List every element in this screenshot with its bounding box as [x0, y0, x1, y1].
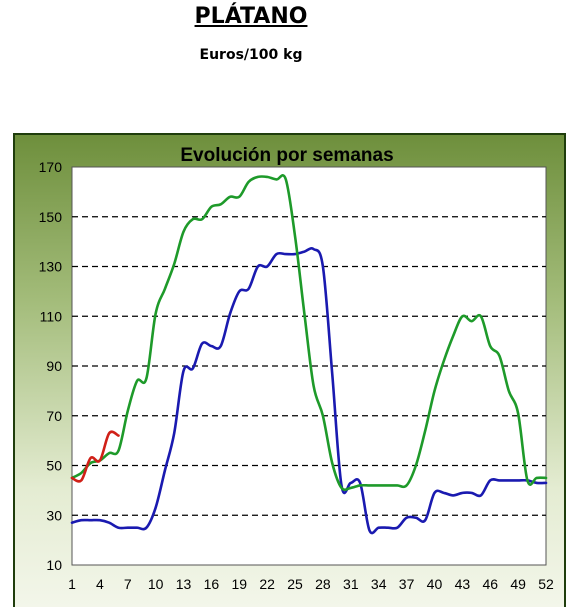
x-tick-label: 16: [204, 576, 220, 592]
y-tick-label: 110: [40, 308, 63, 324]
y-tick-label: 10: [46, 557, 62, 573]
x-tick-label: 1: [68, 576, 76, 592]
x-tick-label: 22: [259, 576, 275, 592]
x-tick-label: 4: [96, 576, 104, 592]
x-tick-label: 19: [232, 576, 248, 592]
series-line-1: [70, 247, 548, 535]
x-tick-label: 25: [287, 576, 303, 592]
y-tick-label: 130: [39, 259, 63, 275]
series-lines: [70, 174, 548, 535]
x-tick-label: 37: [399, 576, 415, 592]
x-tick-label: 13: [176, 576, 192, 592]
y-tick-label: 90: [46, 358, 62, 374]
page-title: PLÁTANO: [194, 4, 308, 29]
y-tick-label: 50: [46, 458, 62, 474]
x-tick-label: 43: [455, 576, 471, 592]
x-tick-label: 34: [371, 576, 387, 592]
x-tick-label: 40: [427, 576, 443, 592]
x-tick-label: 28: [315, 576, 331, 592]
series-line-2: [70, 174, 548, 492]
x-tick-label: 52: [538, 576, 554, 592]
y-tick-label: 30: [46, 507, 62, 523]
y-tick-label: 150: [39, 209, 63, 225]
page-subtitle: Euros/100 kg: [199, 47, 303, 63]
axes: 10 30 50 70 90 110 130 150 170 1 4 7 10 13 16 19 22 25 28 3…: [39, 159, 554, 592]
y-tick-label: 70: [46, 408, 62, 424]
x-tick-label: 46: [482, 576, 498, 592]
x-tick-label: 31: [343, 576, 359, 592]
x-tick-label: 7: [124, 576, 132, 592]
y-tick-label: 170: [39, 159, 63, 175]
series-line-3: [70, 430, 120, 483]
x-tick-label: 49: [510, 576, 526, 592]
x-tick-label: 10: [148, 576, 164, 592]
chart-title: Evolución por semanas: [180, 145, 393, 166]
